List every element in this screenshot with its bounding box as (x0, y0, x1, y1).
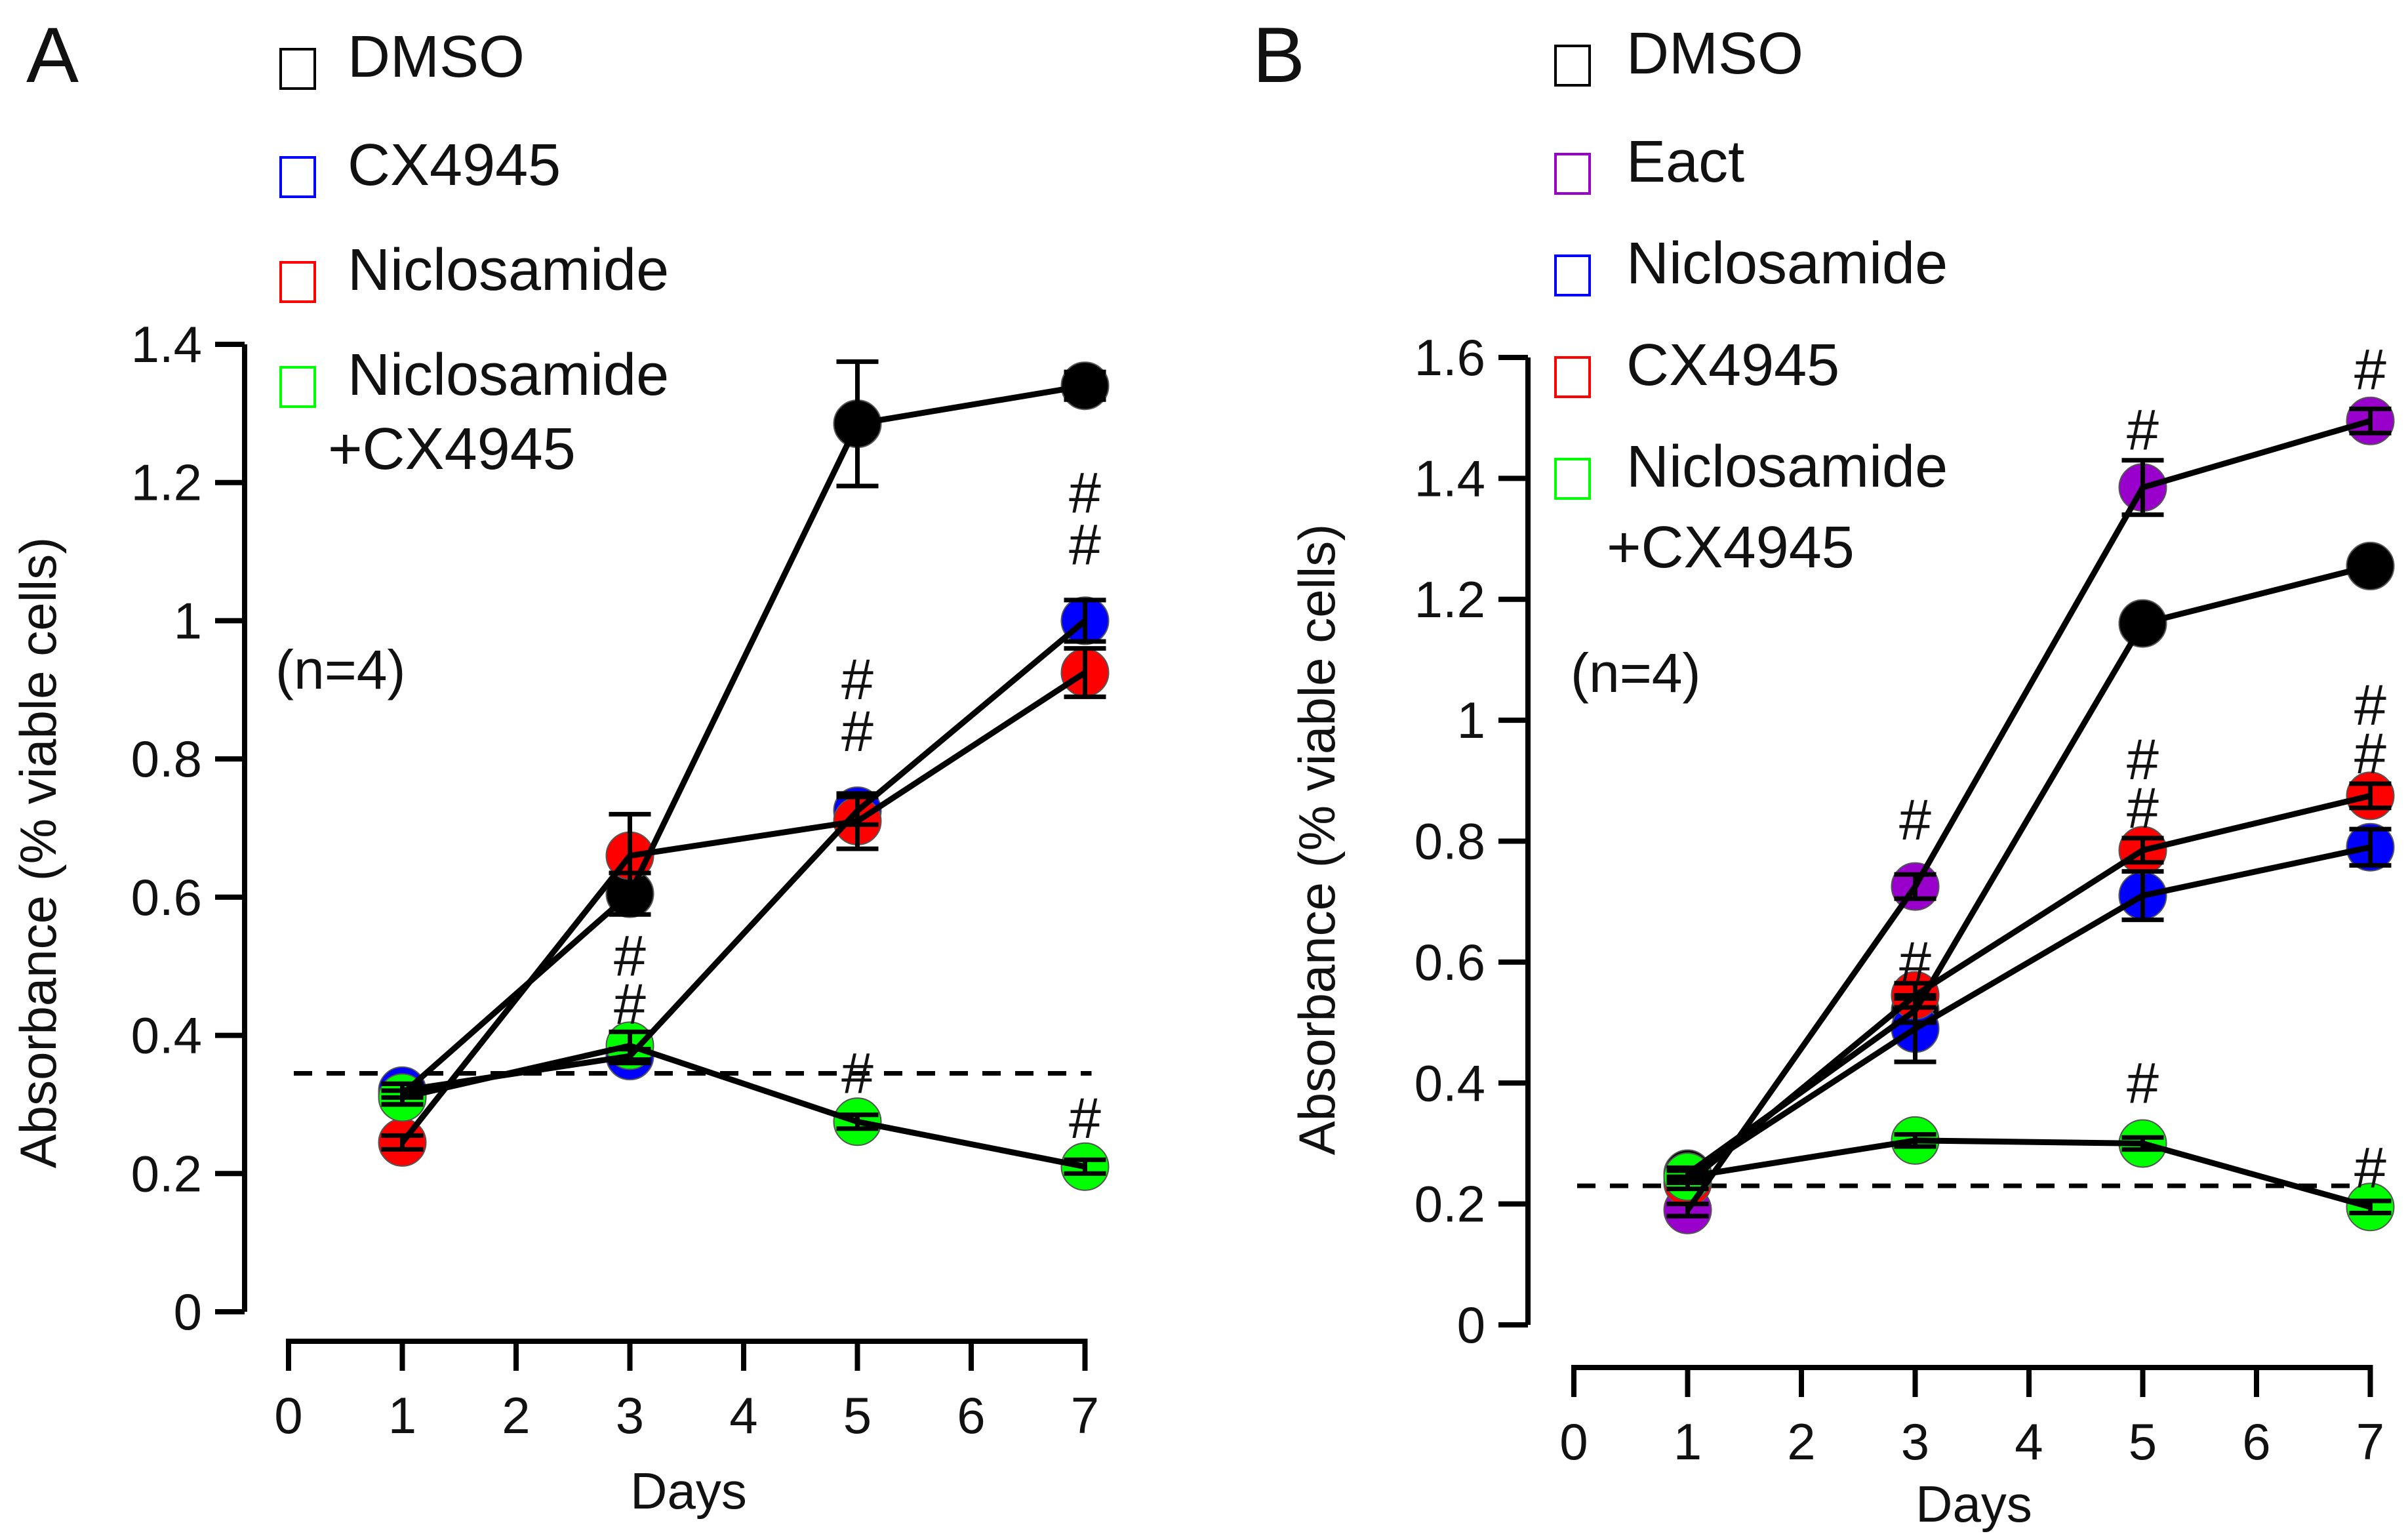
legend-label-continued: +CX4945 (328, 416, 576, 482)
x-tick-label: 0 (1559, 1413, 1588, 1470)
y-tick-label: 1.4 (131, 315, 202, 373)
x-tick-label: 4 (2015, 1413, 2043, 1470)
sample-size-annotation: (n=4) (275, 639, 405, 700)
legend-swatch (1554, 356, 1591, 398)
legend-swatch (279, 366, 316, 408)
x-tick-label: 7 (2356, 1413, 2384, 1470)
x-tick-label: 7 (1071, 1387, 1099, 1444)
x-tick-label: 1 (388, 1387, 416, 1444)
x-tick-label: 2 (502, 1387, 530, 1444)
x-axis-label: Days (630, 1462, 747, 1520)
y-tick-label: 0.4 (1415, 1054, 1485, 1112)
y-tick-label: 1.2 (1415, 571, 1485, 628)
y-tick-label: 0.8 (1415, 813, 1485, 870)
significance-mark: # (2127, 397, 2159, 462)
x-axis-label: Days (1916, 1475, 2032, 1533)
significance-mark: # (2354, 1135, 2386, 1200)
y-tick-label: 0 (1457, 1296, 1485, 1354)
sample-size-annotation: (n=4) (1571, 642, 1700, 704)
y-tick-label: 0.2 (1415, 1175, 1485, 1233)
x-tick-label: 0 (274, 1387, 302, 1444)
legend-swatch (279, 156, 316, 198)
series-line-4 (1687, 1137, 2371, 1210)
y-tick-label: 0.6 (131, 868, 202, 926)
y-tick-label: 0 (174, 1283, 202, 1341)
legend-label: DMSO (1626, 21, 1803, 87)
y-tick-label: 0.6 (1415, 933, 1485, 991)
significance-mark: # (841, 699, 873, 763)
x-tick-label: 1 (1674, 1413, 1702, 1470)
y-tick-label: 1.4 (1415, 449, 1485, 507)
series-line-1 (1685, 418, 2371, 1212)
legend-label: DMSO (348, 24, 525, 90)
panel-label: B (1253, 11, 1305, 99)
panel-label: A (26, 11, 79, 99)
legend-label: Eact (1626, 129, 1744, 195)
significance-mark: # (2354, 672, 2386, 737)
significance-mark: # (614, 971, 646, 1036)
significance-mark: # (2354, 336, 2386, 401)
series-line-1 (401, 618, 1087, 1094)
legend-swatch (1554, 254, 1591, 296)
x-tick-label: 4 (729, 1387, 757, 1444)
panel-b: B 0 0.2 0.4 0.6 0.8 1 1.2 1.4 1.6 0 1 2 3 4 5 6 7 Days Abso… (1253, 11, 2395, 1533)
legend-swatch (1554, 458, 1591, 500)
y-tick-label: 0.2 (131, 1145, 202, 1202)
y-axis-label: Absorbance (% viable cells) (9, 537, 67, 1168)
legend-swatch (1554, 45, 1591, 87)
x-tick-label: 3 (616, 1387, 644, 1444)
legend-swatch (279, 48, 316, 90)
significance-mark: # (2354, 721, 2386, 786)
significance-mark: # (1899, 787, 1931, 852)
legend-label: CX4945 (348, 132, 561, 198)
legend-label: Niclosamide (1626, 434, 1948, 500)
significance-mark: # (1069, 512, 1101, 577)
y-tick-label: 1.2 (131, 454, 202, 512)
legend-swatch (279, 261, 316, 303)
series-line-2 (1686, 844, 2371, 1179)
series-line-3 (1685, 792, 2371, 1185)
legend-label-continued: +CX4945 (1607, 515, 1855, 580)
y-tick-label: 1.6 (1415, 329, 1485, 386)
legend-swatch (1554, 153, 1591, 195)
x-tick-label: 2 (1787, 1413, 1815, 1470)
series-line-3 (401, 1042, 1086, 1170)
x-tick-label: 5 (843, 1387, 872, 1444)
series-line-0 (400, 382, 1086, 1097)
x-tick-label: 6 (957, 1387, 985, 1444)
legend-label: Niclosamide (348, 342, 669, 408)
legend-label: Niclosamide (1626, 231, 1948, 296)
significance-mark: # (1069, 1085, 1101, 1150)
y-tick-label: 1 (174, 592, 202, 649)
legend-label: CX4945 (1626, 333, 1839, 398)
significance-mark: # (2127, 775, 2159, 840)
significance-mark: # (841, 1041, 873, 1106)
panel-a: A 0 0.2 0.4 0.6 0.8 1 1.2 1.4 0 1 2 3 4 5 6 7 Days Absorba… (9, 11, 1110, 1520)
legend-label: Niclosamide (348, 237, 669, 303)
significance-mark: # (614, 923, 646, 988)
y-axis-label: Absorbance (% viable cells) (1288, 524, 1346, 1155)
significance-mark: # (2127, 1050, 2159, 1115)
data-points (378, 361, 1110, 1191)
x-tick-label: 3 (1901, 1413, 1929, 1470)
significance-mark: # (1899, 929, 1931, 994)
y-tick-label: 1 (1457, 691, 1485, 749)
significance-mark: # (2127, 727, 2159, 792)
y-tick-label: 0.8 (131, 730, 202, 788)
x-tick-label: 5 (2129, 1413, 2157, 1470)
x-tick-label: 6 (2242, 1413, 2270, 1470)
y-tick-label: 0.4 (131, 1007, 202, 1064)
significance-mark: # (1069, 460, 1101, 525)
series-line-2 (399, 670, 1087, 1145)
significance-mark: # (841, 647, 873, 712)
